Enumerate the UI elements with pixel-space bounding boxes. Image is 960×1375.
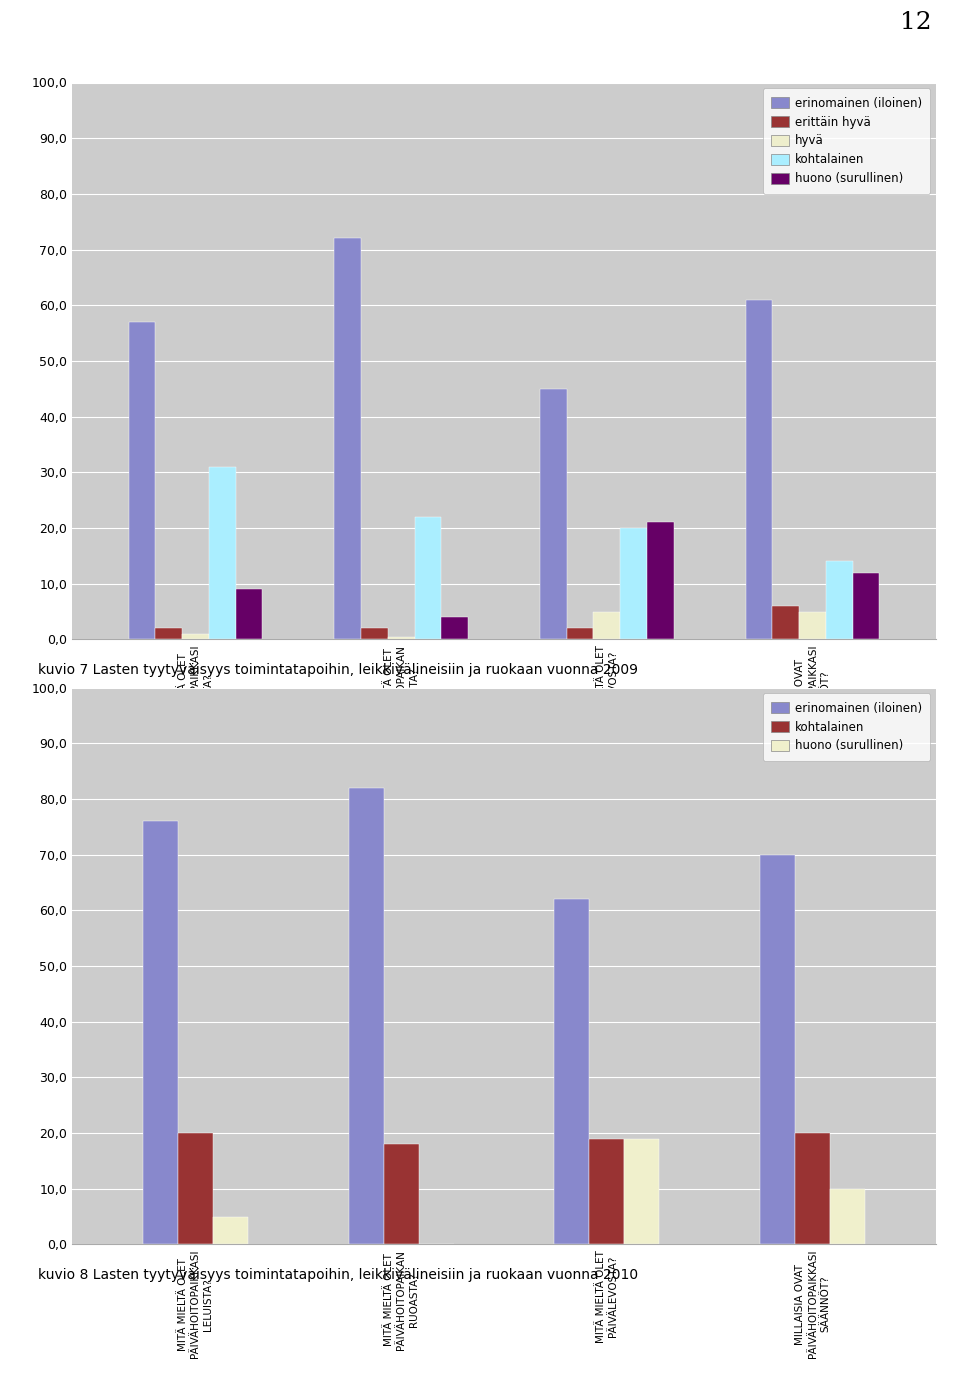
- Bar: [143, 821, 178, 1244]
- Bar: [208, 466, 235, 639]
- Bar: [442, 617, 468, 639]
- Bar: [624, 1138, 660, 1244]
- Bar: [129, 322, 156, 639]
- Bar: [746, 300, 773, 639]
- Text: kuvio 7 Lasten tyytyväisyys toimintatapoihin, leikkivälineisiin ja ruokaan vuonn: kuvio 7 Lasten tyytyväisyys toimintatapo…: [38, 663, 638, 676]
- Bar: [647, 522, 674, 639]
- Legend: erinomainen (iloinen), erittäin hyvä, hyvä, kohtalainen, huono (surullinen): erinomainen (iloinen), erittäin hyvä, hy…: [763, 88, 930, 194]
- Bar: [182, 634, 208, 639]
- Bar: [348, 788, 384, 1244]
- Bar: [620, 528, 647, 639]
- Bar: [540, 389, 566, 639]
- Bar: [555, 899, 589, 1244]
- Bar: [235, 590, 262, 639]
- Bar: [795, 1133, 830, 1244]
- Text: kuvio 8 Lasten tyytyväisyys toimintatapoihin, leikkivälineisiin ja ruokaan vuonn: kuvio 8 Lasten tyytyväisyys toimintatapo…: [38, 1268, 638, 1282]
- Bar: [213, 1217, 248, 1244]
- Bar: [388, 637, 415, 639]
- Legend: erinomainen (iloinen), kohtalainen, huono (surullinen): erinomainen (iloinen), kohtalainen, huon…: [763, 693, 930, 760]
- Bar: [852, 572, 879, 639]
- Bar: [830, 1188, 865, 1244]
- Text: 12: 12: [900, 11, 931, 34]
- Bar: [799, 612, 826, 639]
- Bar: [415, 517, 442, 639]
- Bar: [178, 1133, 213, 1244]
- Bar: [566, 628, 593, 639]
- Bar: [826, 561, 852, 639]
- Bar: [589, 1138, 624, 1244]
- Bar: [760, 854, 795, 1244]
- Bar: [361, 628, 388, 639]
- Bar: [384, 1144, 419, 1244]
- Bar: [593, 612, 620, 639]
- Bar: [773, 606, 799, 639]
- Bar: [156, 628, 182, 639]
- Bar: [334, 238, 361, 639]
